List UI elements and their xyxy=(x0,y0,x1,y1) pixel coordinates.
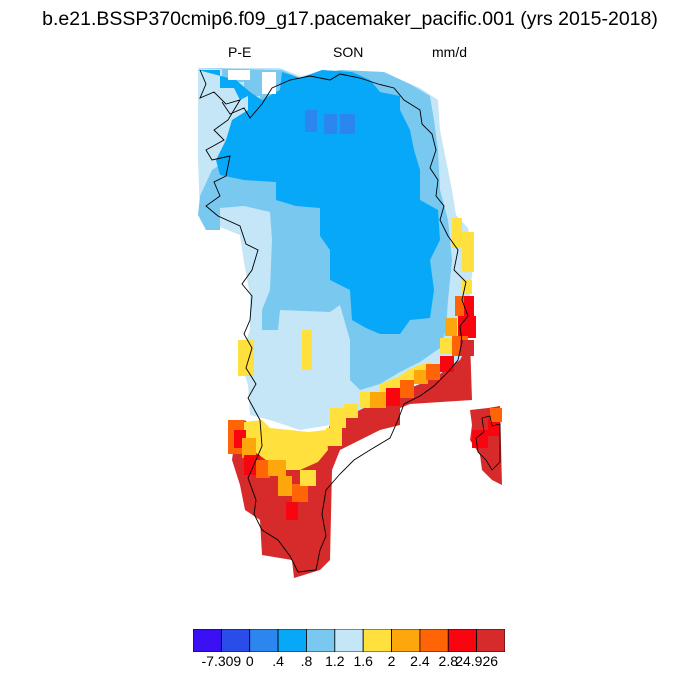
field-orange-cell xyxy=(256,460,270,478)
colorbar-label: 24.926 xyxy=(455,653,499,669)
field-red-cell xyxy=(458,316,476,338)
colorbar-swatch xyxy=(249,629,279,652)
field-red-cell xyxy=(464,296,474,316)
field-yellow-band xyxy=(244,420,328,470)
colorbar-label: -7.309 xyxy=(201,653,242,669)
field-red-cell xyxy=(440,356,454,372)
greenland-field xyxy=(198,68,502,578)
colorbar-labels: -7.309 0 .4 .8 1.2 1.6 2 2.4 2.8 24.926 xyxy=(0,653,700,673)
field-yellow-cell xyxy=(326,428,342,446)
field-red-cell xyxy=(472,430,488,448)
field-yellow-cell xyxy=(462,232,474,272)
field-orange-cell xyxy=(360,392,372,408)
colorbar-label: 2.4 xyxy=(410,653,430,669)
colorbar-label: .4 xyxy=(272,653,284,669)
field-red-cell xyxy=(386,388,400,406)
field-orange-cell xyxy=(268,460,286,476)
variable-label: P-E xyxy=(228,44,252,60)
field-red-cell xyxy=(286,502,298,520)
colorbar-label: 2.8 xyxy=(438,653,458,669)
colorbar-swatch xyxy=(362,629,392,652)
colorbar-label: 1.6 xyxy=(353,653,373,669)
field-yellow-cell xyxy=(462,280,472,294)
field-blue xyxy=(198,70,440,334)
colorbar-swatch xyxy=(419,629,449,652)
colorbar-swatch xyxy=(476,629,505,652)
field-dark-cell xyxy=(305,110,317,132)
colorbar-swatch xyxy=(277,629,307,652)
field-gap xyxy=(262,72,276,94)
field-orange-cell xyxy=(292,484,308,502)
field-yellow-cell xyxy=(238,340,254,376)
field-yellow-cell xyxy=(302,330,312,370)
colorbar-swatch xyxy=(193,629,222,652)
field-dark-cell xyxy=(340,114,355,134)
colorbar-swatch xyxy=(334,629,364,652)
field-orange-cell xyxy=(300,470,316,486)
field-orange-cell xyxy=(242,438,256,458)
field-gap xyxy=(228,70,250,80)
field-orange-cell xyxy=(344,404,358,418)
colorbar-label: .8 xyxy=(300,653,313,669)
field-yellow-cell xyxy=(452,218,462,248)
colorbar-label: 0 xyxy=(245,653,254,669)
field-orange-cell xyxy=(330,408,346,428)
field-orange-cell xyxy=(426,364,440,380)
colorbar-swatch xyxy=(447,629,478,652)
colorbar xyxy=(193,629,505,652)
field-orange-cell xyxy=(445,318,457,336)
colorbar-swatch xyxy=(391,629,421,652)
units-label: mm/d xyxy=(432,44,467,60)
iceland-coastline xyxy=(475,415,501,471)
field-orange-cell xyxy=(370,392,386,408)
colorbar-label: 1.2 xyxy=(325,653,345,669)
coastline xyxy=(199,69,469,573)
plot-title: b.e21.BSSP370cmip6.f09_g17.pacemaker_pac… xyxy=(42,8,658,30)
field-dark-cell xyxy=(324,114,337,134)
field-orange-cell xyxy=(414,370,428,384)
field-orange-cell xyxy=(278,476,292,496)
colorbar-swatch xyxy=(306,629,336,652)
colorbar-label: 2 xyxy=(387,653,396,669)
field-orange-cell xyxy=(400,380,414,398)
season-label: SON xyxy=(333,44,364,60)
field-orange-cell xyxy=(490,408,502,422)
colorbar-swatch xyxy=(220,629,251,652)
